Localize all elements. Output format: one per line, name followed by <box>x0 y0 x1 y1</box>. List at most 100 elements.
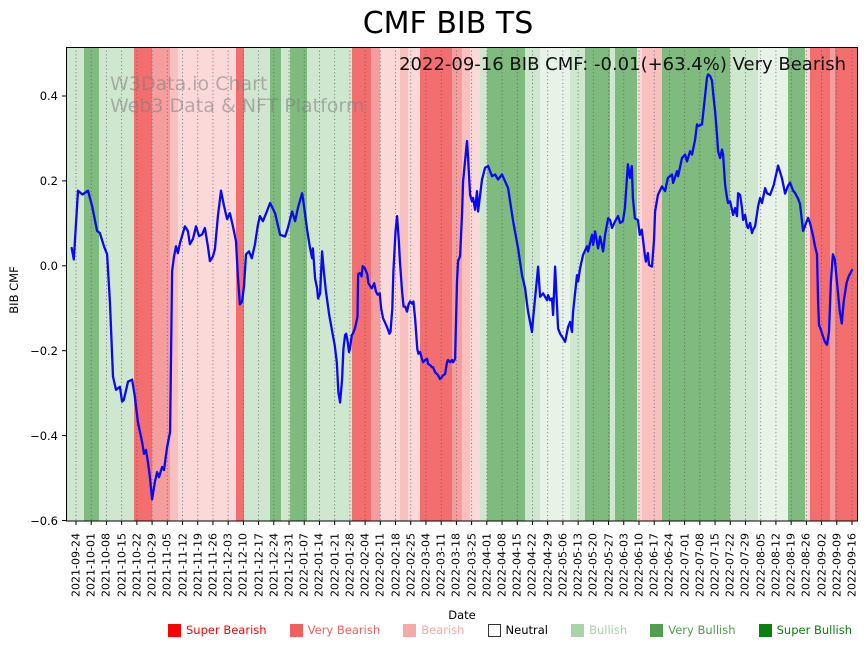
sentiment-band-layer <box>66 47 858 521</box>
sentiment-band <box>178 47 236 521</box>
x-tick-label: 2022-04-29 <box>541 533 555 597</box>
x-tick-label: 2021-10-01 <box>84 533 98 597</box>
legend-item-very-bullish: Very Bullish <box>650 623 736 637</box>
x-tick-label: 2022-09-16 <box>845 533 859 597</box>
sentiment-band <box>408 47 421 521</box>
x-tick-label: 2022-01-07 <box>297 533 311 597</box>
x-axis-label: Date <box>448 608 476 622</box>
y-tick-label: −0.4 <box>30 428 58 443</box>
watermark-line2: Web3 Data & NFT Platform <box>110 95 365 117</box>
x-tick-label: 2022-07-15 <box>708 533 722 597</box>
x-tick-label: 2021-10-29 <box>145 533 159 597</box>
y-tick-label: −0.2 <box>30 343 58 358</box>
sentiment-band <box>642 47 663 521</box>
y-tick-label: −0.6 <box>30 513 58 528</box>
sentiment-band <box>84 47 100 521</box>
sentiment-band <box>290 47 308 521</box>
x-tick-label: 2021-12-17 <box>252 533 266 597</box>
sentiment-band <box>487 47 526 521</box>
legend-swatch-icon <box>487 623 501 637</box>
x-tick-label: 2021-10-15 <box>115 533 129 597</box>
x-tick-label: 2022-04-22 <box>525 533 539 597</box>
x-tick-label: 2022-07-29 <box>738 533 752 597</box>
x-tick-label: 2022-06-17 <box>647 533 661 597</box>
legend-item-super-bearish: Super Bearish <box>168 623 267 637</box>
sentiment-band <box>462 47 471 521</box>
sentiment-band <box>758 47 789 521</box>
sentiment-band <box>235 47 245 521</box>
y-tick-label: 0.2 <box>39 173 58 188</box>
x-tick-label: 2022-03-11 <box>434 533 448 597</box>
sentiment-band <box>585 47 611 521</box>
x-tick-label: 2022-04-01 <box>480 533 494 597</box>
x-tick-label: 2022-07-22 <box>723 533 737 597</box>
sentiment-band <box>371 47 381 521</box>
sentiment-band <box>570 47 586 521</box>
latest-value-annotation: 2022-09-16 BIB CMF: -0.01(+63.4%) Very B… <box>399 54 846 75</box>
x-tick-label: 2022-01-28 <box>343 533 357 597</box>
cmf-line-layer <box>70 73 854 501</box>
sentiment-band <box>788 47 806 521</box>
legend-item-bearish: Bearish <box>403 623 464 637</box>
x-tick-label: 2022-09-02 <box>815 533 829 597</box>
x-tick-label: 2022-08-05 <box>754 533 768 597</box>
tick-mark-layer <box>62 95 853 525</box>
x-tick-label: 2022-05-20 <box>586 533 600 597</box>
chart-title: CMF BIB TS <box>362 6 534 41</box>
x-tick-label: 2021-11-12 <box>176 533 189 597</box>
x-tick-label: 2021-11-19 <box>191 533 205 597</box>
sentiment-band <box>662 47 731 521</box>
legend-label: Super Bullish <box>776 623 852 637</box>
legend-swatch-icon <box>403 623 417 637</box>
sentiment-band <box>810 47 831 521</box>
x-tick-label: 2022-03-04 <box>419 533 433 597</box>
x-tick-label: 2022-06-24 <box>662 533 676 597</box>
sentiment-band <box>244 47 271 521</box>
bib-cmf-line <box>70 73 854 501</box>
legend-swatch-icon <box>758 623 772 637</box>
legend-swatch-icon <box>650 623 664 637</box>
sentiment-band <box>352 47 372 521</box>
sentiment-band <box>400 47 409 521</box>
plot-border <box>66 47 858 522</box>
sentiment-band <box>830 47 836 521</box>
y-tick-label: 0.0 <box>39 258 58 273</box>
legend-swatch-icon <box>289 623 303 637</box>
watermark-line1: W3Data.io Chart <box>110 73 268 95</box>
x-tick-label: 2021-10-22 <box>130 533 144 597</box>
x-tick-label: 2022-07-08 <box>693 533 707 597</box>
x-tick-label: 2022-07-01 <box>678 533 692 597</box>
legend-item-super-bullish: Super Bullish <box>758 623 852 637</box>
sentiment-band <box>730 47 759 521</box>
x-tick-label: 2022-01-14 <box>312 533 326 597</box>
x-tick-label: 2021-09-24 <box>69 533 83 597</box>
sentiment-band <box>380 47 401 521</box>
x-tick-label: 2022-06-10 <box>632 533 646 597</box>
legend-label: Bullish <box>589 623 628 637</box>
x-tick-label: 2022-01-21 <box>328 533 342 597</box>
sentiment-band <box>134 47 153 521</box>
x-tick-label: 2022-03-18 <box>449 533 463 597</box>
x-tick-label: 2022-05-27 <box>602 533 616 597</box>
sentiment-band <box>270 47 281 521</box>
sentiment-band <box>420 47 453 521</box>
sentiment-band <box>99 47 135 521</box>
x-tick-label: 2021-10-08 <box>99 533 113 597</box>
sentiment-band <box>805 47 811 521</box>
legend-label: Super Bearish <box>186 623 267 637</box>
x-tick-label: 2022-02-04 <box>358 533 372 597</box>
sentiment-band <box>170 47 179 521</box>
sentiment-band <box>307 47 353 521</box>
sentiment-band <box>280 47 291 521</box>
x-tick-label: 2022-03-25 <box>465 533 479 597</box>
legend-swatch-icon <box>168 623 181 637</box>
legend-label: Neutral <box>505 623 548 637</box>
x-tick-label: 2021-11-26 <box>206 533 220 597</box>
x-tick-label: 2022-05-13 <box>571 533 585 597</box>
x-tick-label: 2021-12-31 <box>282 533 296 597</box>
x-tick-label: 2022-02-11 <box>373 533 387 597</box>
sentiment-legend: Super Bearish Very Bearish Bearish Neutral B… <box>168 620 852 640</box>
sentiment-band <box>615 47 638 521</box>
